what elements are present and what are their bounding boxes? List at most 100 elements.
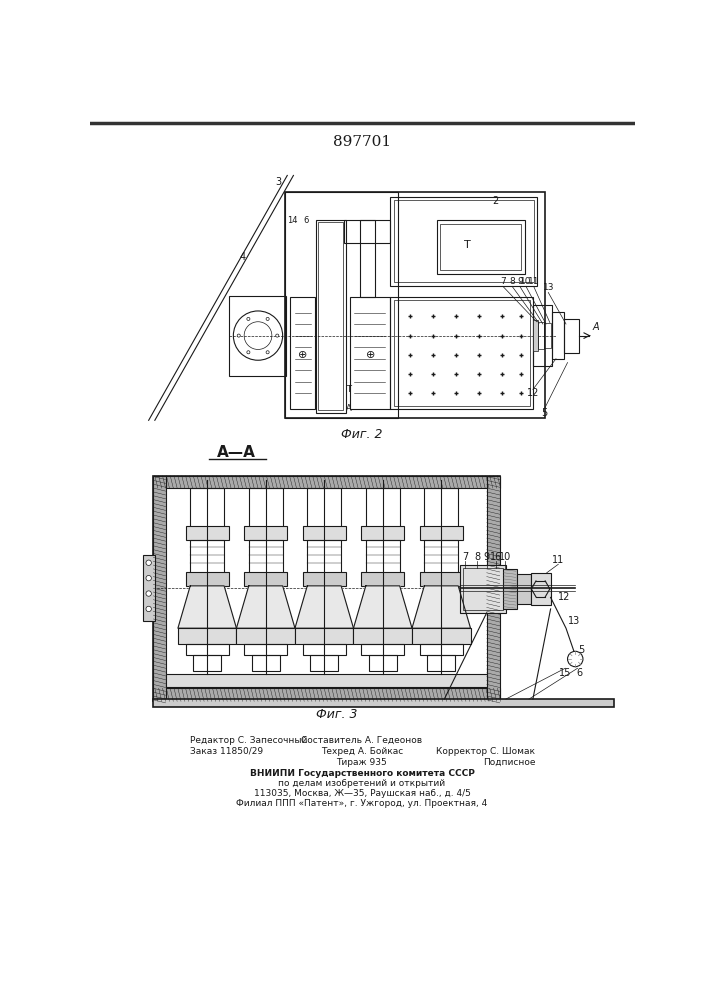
Text: Тираж 935: Тираж 935 [337,758,387,767]
Bar [318,222,344,410]
Circle shape [276,334,279,337]
Text: 5: 5 [542,408,547,418]
Bar [244,572,287,586]
Text: Подписное: Подписное [483,758,535,767]
Text: A: A [346,404,351,413]
Text: 8: 8 [474,552,481,562]
Polygon shape [236,586,295,628]
Bar [244,644,287,655]
Bar [310,655,338,671]
Text: 897701: 897701 [333,135,391,149]
Text: 9: 9 [484,552,490,562]
Bar [420,526,463,540]
Bar [390,297,533,409]
Text: Составитель А. Гедеонов: Составитель А. Гедеонов [301,736,423,745]
Bar [361,572,404,586]
Bar [552,312,563,359]
Circle shape [238,334,240,337]
Bar [369,655,397,671]
Text: 12: 12 [527,388,539,398]
Text: ВНИИПИ Государственного комитета СССР: ВНИИПИ Государственного комитета СССР [250,769,474,778]
Bar [428,655,455,671]
Bar [186,572,229,586]
Bar [361,526,404,540]
Text: Техред А. Бойкас: Техред А. Бойкас [321,747,403,756]
Bar [153,699,614,707]
Polygon shape [295,586,354,628]
Text: Заказ 11850/29: Заказ 11850/29 [190,747,264,756]
Text: ⊕: ⊕ [298,350,308,360]
Bar [186,526,229,540]
Bar [178,628,236,644]
Bar [252,655,279,671]
Bar [394,300,530,406]
Bar [316,220,346,413]
Bar [249,488,283,528]
Text: 16: 16 [490,552,502,562]
Bar [360,220,375,297]
Bar [308,488,341,528]
Bar [165,674,486,687]
Circle shape [247,317,250,320]
Bar [544,323,551,348]
Bar [229,296,286,376]
Text: А—А: А—А [217,445,256,460]
Text: 3: 3 [275,177,281,187]
Bar [394,200,534,282]
Bar [344,220,390,243]
Bar [366,488,399,528]
Text: 8: 8 [509,277,515,286]
Bar [563,319,579,353]
Circle shape [247,351,250,354]
Circle shape [266,351,269,354]
Text: по делам изобретений и открытий: по делам изобретений и открытий [279,779,445,788]
Text: 15: 15 [559,668,571,678]
Text: 13: 13 [542,283,554,292]
Bar [303,644,346,655]
Text: T: T [346,385,351,394]
Text: А: А [592,322,599,332]
Bar [412,628,471,644]
Bar [533,320,538,351]
Bar [503,569,517,609]
Bar [190,488,224,528]
Bar [303,526,346,540]
Bar [530,573,551,605]
Circle shape [266,317,269,320]
Text: 10: 10 [520,277,532,286]
Text: 7: 7 [500,277,506,286]
Bar [486,476,500,701]
Text: 13: 13 [568,615,580,626]
Bar [143,555,155,620]
Text: Фиг. 2: Фиг. 2 [341,428,382,441]
Text: 4: 4 [240,252,246,262]
Text: ⊕: ⊕ [366,350,375,360]
Bar [244,526,287,540]
Bar [354,628,412,644]
Bar [153,476,500,488]
Text: 11: 11 [528,277,539,286]
Bar [533,305,552,366]
Text: 9: 9 [517,277,522,286]
Bar [236,628,295,644]
Bar [249,540,283,574]
Text: T: T [464,240,471,250]
Text: Филиал ППП «Патент», г. Ужгород, ул. Проектная, 4: Филиал ППП «Патент», г. Ужгород, ул. Про… [236,799,488,808]
Bar [361,644,404,655]
Bar [190,540,224,574]
Bar [285,192,545,418]
Bar [186,644,229,655]
Bar [437,220,525,274]
Bar [153,476,500,701]
Text: 2: 2 [492,196,498,206]
Text: Редактор С. Запесочный: Редактор С. Запесочный [190,736,308,745]
Bar [285,192,398,418]
Bar [366,540,399,574]
Bar [460,565,506,613]
Bar [424,540,458,574]
Bar [308,540,341,574]
Polygon shape [412,586,471,628]
Text: 6: 6 [303,216,308,225]
Bar [517,574,530,604]
Text: 5: 5 [578,645,585,655]
